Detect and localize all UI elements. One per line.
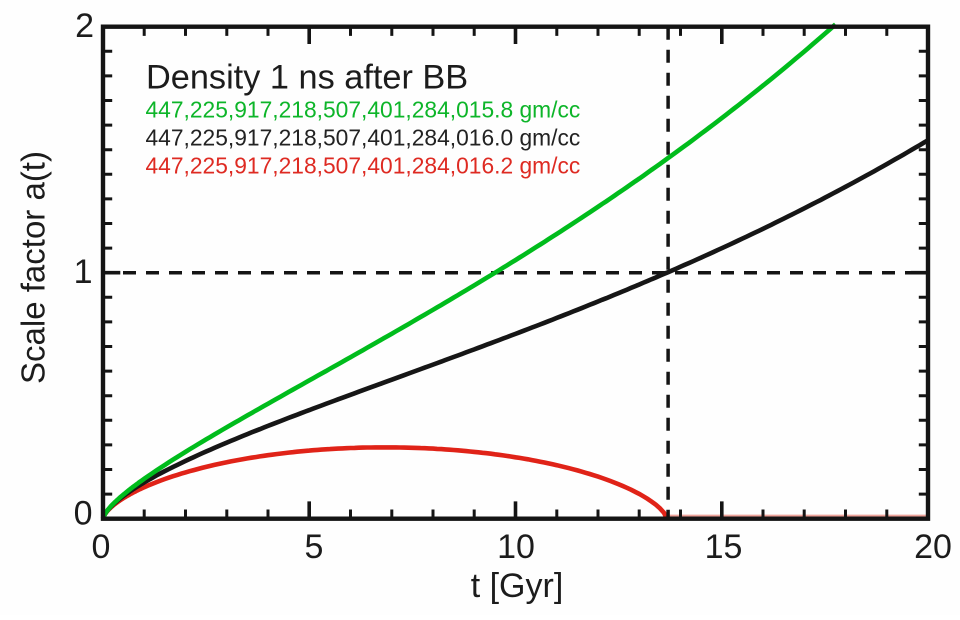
svg-text:Scale factor a(t): Scale factor a(t): [15, 151, 52, 384]
svg-text:t [Gyr]: t [Gyr]: [471, 567, 564, 605]
svg-text:5: 5: [305, 528, 324, 566]
svg-text:2: 2: [75, 7, 94, 45]
svg-text:0: 0: [92, 528, 111, 566]
svg-text:447,225,917,218,507,401,284,01: 447,225,917,218,507,401,284,015.8 gm/cc: [146, 97, 581, 123]
svg-text:447,225,917,218,507,401,284,01: 447,225,917,218,507,401,284,016.2 gm/cc: [146, 153, 581, 179]
svg-text:15: 15: [705, 528, 743, 566]
svg-text:1: 1: [74, 253, 93, 291]
svg-text:10: 10: [497, 528, 535, 566]
svg-text:447,225,917,218,507,401,284,01: 447,225,917,218,507,401,284,016.0 gm/cc: [146, 125, 581, 151]
svg-text:Density 1 ns after BB: Density 1 ns after BB: [146, 59, 468, 97]
svg-text:0: 0: [74, 495, 93, 533]
svg-text:20: 20: [914, 528, 952, 566]
